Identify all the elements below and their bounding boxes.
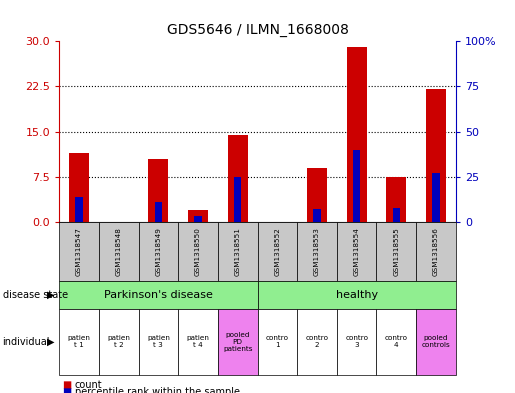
Text: GSM1318556: GSM1318556 — [433, 227, 439, 276]
Text: contro
2: contro 2 — [305, 335, 329, 349]
Text: patien
t 2: patien t 2 — [107, 335, 130, 349]
Text: ■: ■ — [62, 387, 71, 393]
Bar — [426, 90, 446, 222]
Bar — [386, 177, 406, 222]
Bar — [393, 208, 400, 222]
Bar — [148, 159, 168, 222]
Text: GSM1318553: GSM1318553 — [314, 227, 320, 276]
Bar — [433, 173, 439, 222]
Text: individual: individual — [3, 337, 50, 347]
Text: percentile rank within the sample: percentile rank within the sample — [75, 387, 239, 393]
Text: contro
3: contro 3 — [345, 335, 368, 349]
Text: ▶: ▶ — [47, 290, 54, 300]
Text: count: count — [75, 380, 102, 390]
Bar — [228, 135, 248, 222]
Bar — [195, 216, 201, 222]
Bar — [155, 202, 162, 222]
Text: pooled
PD
patients: pooled PD patients — [223, 332, 252, 352]
Text: GSM1318548: GSM1318548 — [116, 227, 122, 276]
Text: GSM1318550: GSM1318550 — [195, 227, 201, 276]
Text: patien
t 1: patien t 1 — [67, 335, 91, 349]
Text: pooled
controls: pooled controls — [422, 335, 450, 349]
Text: GSM1318551: GSM1318551 — [235, 227, 241, 276]
Bar — [76, 197, 82, 222]
Text: GSM1318554: GSM1318554 — [354, 227, 359, 276]
Text: ▶: ▶ — [47, 337, 54, 347]
Bar — [307, 168, 327, 222]
Text: GSM1318555: GSM1318555 — [393, 227, 399, 276]
Text: disease state: disease state — [3, 290, 67, 300]
Bar — [347, 47, 367, 222]
Text: patien
t 4: patien t 4 — [186, 335, 210, 349]
Bar — [69, 153, 89, 222]
Bar — [234, 177, 241, 222]
Title: GDS5646 / ILMN_1668008: GDS5646 / ILMN_1668008 — [166, 24, 349, 37]
Text: Parkinson's disease: Parkinson's disease — [104, 290, 213, 300]
Text: contro
4: contro 4 — [385, 335, 408, 349]
Text: GSM1318552: GSM1318552 — [274, 227, 280, 276]
Text: GSM1318549: GSM1318549 — [156, 227, 161, 276]
Text: GSM1318547: GSM1318547 — [76, 227, 82, 276]
Text: patien
t 3: patien t 3 — [147, 335, 170, 349]
Text: healthy: healthy — [336, 290, 377, 300]
Text: ■: ■ — [62, 380, 71, 390]
Bar — [353, 150, 360, 222]
Bar — [188, 210, 208, 222]
Bar — [314, 209, 320, 222]
Text: contro
1: contro 1 — [266, 335, 289, 349]
